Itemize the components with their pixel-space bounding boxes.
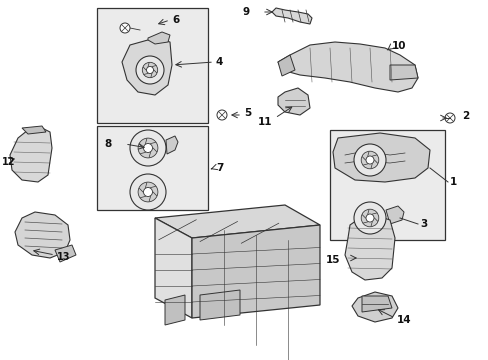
Text: 3: 3 [419,219,427,229]
Text: 8: 8 [104,139,112,149]
Circle shape [353,144,385,176]
Polygon shape [10,128,52,182]
Circle shape [361,209,378,227]
Circle shape [353,202,385,234]
Text: 13: 13 [57,252,70,262]
Text: 14: 14 [396,315,411,325]
Circle shape [142,62,157,78]
Polygon shape [332,133,429,182]
Circle shape [146,67,153,73]
Polygon shape [22,126,46,134]
Circle shape [138,138,158,158]
Circle shape [365,214,373,222]
Polygon shape [200,290,240,320]
Text: 7: 7 [216,163,223,173]
Polygon shape [192,225,319,318]
Circle shape [365,156,373,164]
Polygon shape [278,55,294,76]
Polygon shape [278,42,417,92]
Polygon shape [55,245,76,262]
Polygon shape [271,8,311,24]
Polygon shape [345,215,394,280]
Circle shape [130,174,165,210]
Bar [329,130,444,240]
Circle shape [217,110,226,120]
Circle shape [130,130,165,166]
Text: 15: 15 [325,255,339,265]
Text: 11: 11 [257,117,272,127]
Text: 9: 9 [243,7,249,17]
Polygon shape [351,292,397,322]
Circle shape [143,144,152,153]
Polygon shape [389,65,417,80]
Polygon shape [361,296,391,312]
Polygon shape [164,295,184,325]
Bar [97,8,207,123]
Polygon shape [155,218,192,318]
Polygon shape [148,32,170,44]
Text: 4: 4 [216,57,223,67]
Bar [97,126,207,210]
Polygon shape [359,213,384,222]
Circle shape [444,113,454,123]
Text: 6: 6 [172,15,179,25]
Polygon shape [165,136,178,154]
Text: 5: 5 [244,108,251,118]
Circle shape [136,56,163,84]
Text: 10: 10 [391,41,406,51]
Polygon shape [155,205,319,238]
Text: 12: 12 [2,157,16,167]
Text: 1: 1 [449,177,456,187]
Polygon shape [385,206,403,224]
Polygon shape [15,212,70,258]
Circle shape [120,23,130,33]
Circle shape [361,151,378,169]
Text: 2: 2 [461,111,468,121]
Circle shape [143,188,152,197]
Polygon shape [278,88,309,115]
Polygon shape [122,38,172,95]
Circle shape [138,182,158,202]
